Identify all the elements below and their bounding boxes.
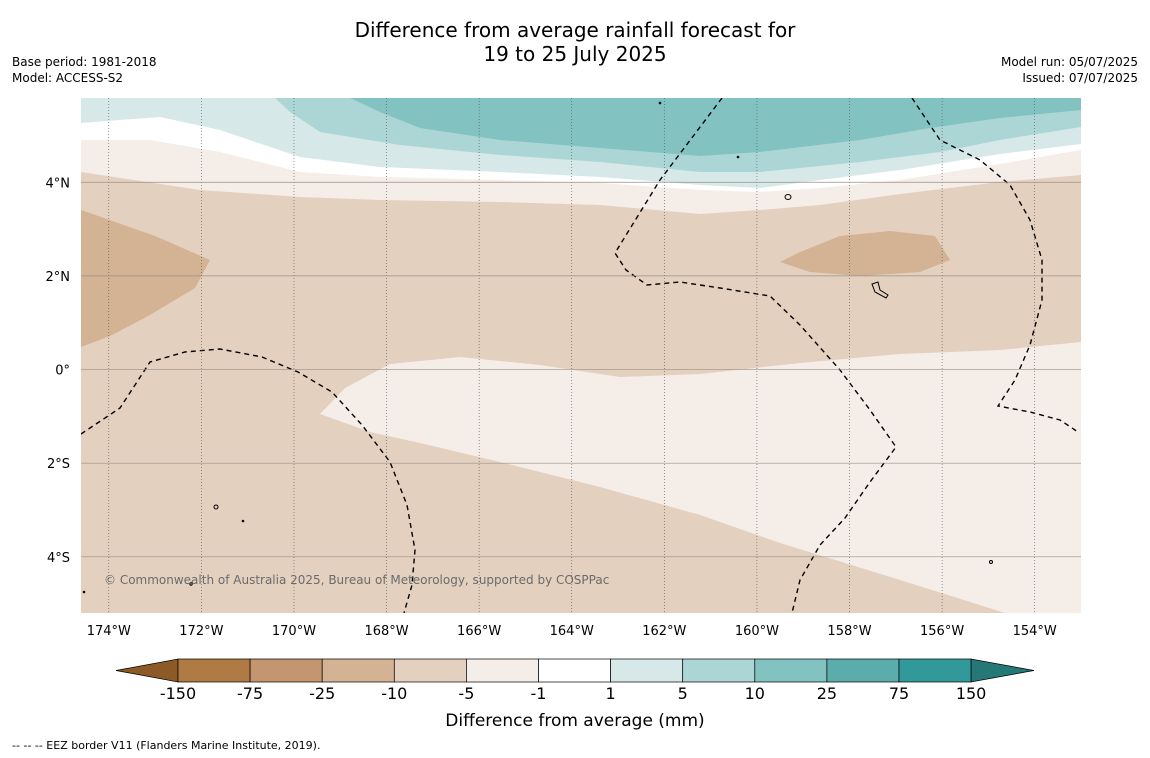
colorbar-tick-label: -75 bbox=[237, 684, 263, 703]
colorbar-swatch bbox=[393, 658, 467, 683]
colorbar-tick-label: 1 bbox=[606, 684, 616, 703]
lat-tick-label: 2°S bbox=[47, 457, 70, 472]
colorbar-swatch bbox=[177, 658, 251, 683]
eez-border-west bbox=[81, 348, 416, 613]
longitude-labels: 174°W 172°W 170°W 168°W 166°W 164°W 162°W 160°W… bbox=[87, 624, 1057, 639]
lon-tick-label: 168°W bbox=[364, 624, 408, 639]
region-minus-10-to-25-west bbox=[81, 210, 210, 347]
colorbar-extend-high bbox=[970, 658, 1035, 683]
island bbox=[736, 155, 740, 159]
colorbar-swatch bbox=[466, 658, 539, 683]
latitude-labels: 4°N 2°N 0° 2°S 4°S bbox=[46, 176, 71, 566]
region-minus-10-to-25-east bbox=[780, 231, 950, 276]
colorbar-tick-label: -1 bbox=[531, 684, 547, 703]
region-minus-1-to-5-south bbox=[320, 342, 1081, 613]
model-run: Model run: 05/07/2025 bbox=[1000, 55, 1138, 69]
colorbar-swatch bbox=[538, 658, 611, 683]
island-kiritimati bbox=[871, 281, 889, 299]
chart-title: Difference from average rainfall forecas… bbox=[0, 18, 1150, 66]
colorbar-swatch bbox=[682, 658, 756, 683]
lat-tick-label: 0° bbox=[55, 364, 70, 379]
colorbar-tick-label: 5 bbox=[678, 684, 688, 703]
colorbar-tick-label: -10 bbox=[381, 684, 407, 703]
title-line-1: Difference from average rainfall forecas… bbox=[354, 18, 796, 42]
lat-tick-label: 4°N bbox=[46, 176, 71, 191]
region-plus-10-to-25 bbox=[350, 98, 1081, 156]
colorbar-title: Difference from average (mm) bbox=[445, 711, 704, 731]
issued-date: Issued: 07/07/2025 bbox=[1022, 71, 1138, 85]
colorbar: -150 -75 -25 -10 -5 -1 1 5 10 25 75 150 bbox=[115, 658, 1035, 703]
colorbar-swatch bbox=[249, 658, 323, 683]
lat-tick-label: 2°N bbox=[46, 270, 71, 285]
colorbar-swatch bbox=[610, 658, 684, 683]
lon-tick-label: 166°W bbox=[457, 624, 501, 639]
island bbox=[213, 504, 219, 510]
rainfall-map: © Commonwealth of Australia 2025, Bureau… bbox=[81, 98, 1081, 613]
eez-border-east bbox=[911, 98, 1079, 433]
lat-tick-label: 4°S bbox=[47, 551, 70, 566]
island bbox=[658, 101, 662, 105]
colorbar-tick-label: -5 bbox=[458, 684, 474, 703]
meta-left: Base period: 1981-2018 Model: ACCESS-S2 bbox=[12, 54, 157, 86]
colorbar-tick-label: 25 bbox=[817, 684, 837, 703]
eez-border-central bbox=[614, 98, 897, 613]
island bbox=[989, 560, 993, 564]
title-line-2: 19 to 25 July 2025 bbox=[483, 42, 667, 66]
base-period: Base period: 1981-2018 bbox=[12, 55, 157, 69]
colorbar-tick-label: 10 bbox=[745, 684, 765, 703]
eez-borders bbox=[81, 98, 1079, 613]
lon-tick-label: 174°W bbox=[87, 624, 131, 639]
grid-lines bbox=[81, 98, 1081, 613]
lon-tick-label: 156°W bbox=[920, 624, 964, 639]
colorbar-swatch bbox=[321, 658, 395, 683]
island bbox=[82, 590, 86, 594]
lon-tick-label: 162°W bbox=[642, 624, 686, 639]
colorbar-swatch bbox=[826, 658, 900, 683]
lon-tick-label: 164°W bbox=[550, 624, 594, 639]
lon-tick-label: 154°W bbox=[1013, 624, 1057, 639]
meta-right: Model run: 05/07/2025 Issued: 07/07/2025 bbox=[1001, 54, 1138, 86]
model-name: Model: ACCESS-S2 bbox=[12, 71, 124, 85]
lon-tick-label: 160°W bbox=[735, 624, 779, 639]
lon-tick-label: 170°W bbox=[272, 624, 316, 639]
island bbox=[784, 194, 792, 200]
colorbar-tick-label: 75 bbox=[889, 684, 909, 703]
colorbar-swatch bbox=[754, 658, 828, 683]
colorbar-swatch bbox=[898, 658, 972, 683]
island bbox=[189, 582, 193, 586]
islands bbox=[82, 101, 993, 594]
eez-footnote: -- -- -- EEZ border V11 (Flanders Marine… bbox=[12, 739, 321, 752]
copyright-notice: © Commonwealth of Australia 2025, Bureau… bbox=[104, 573, 609, 587]
colorbar-tick-label: -25 bbox=[309, 684, 335, 703]
colorbar-tick-label: 150 bbox=[956, 684, 987, 703]
island bbox=[241, 519, 245, 523]
colorbar-extend-low bbox=[115, 658, 179, 683]
lon-tick-label: 158°W bbox=[827, 624, 871, 639]
colorbar-tick-label: -150 bbox=[160, 684, 196, 703]
lon-tick-label: 172°W bbox=[179, 624, 223, 639]
